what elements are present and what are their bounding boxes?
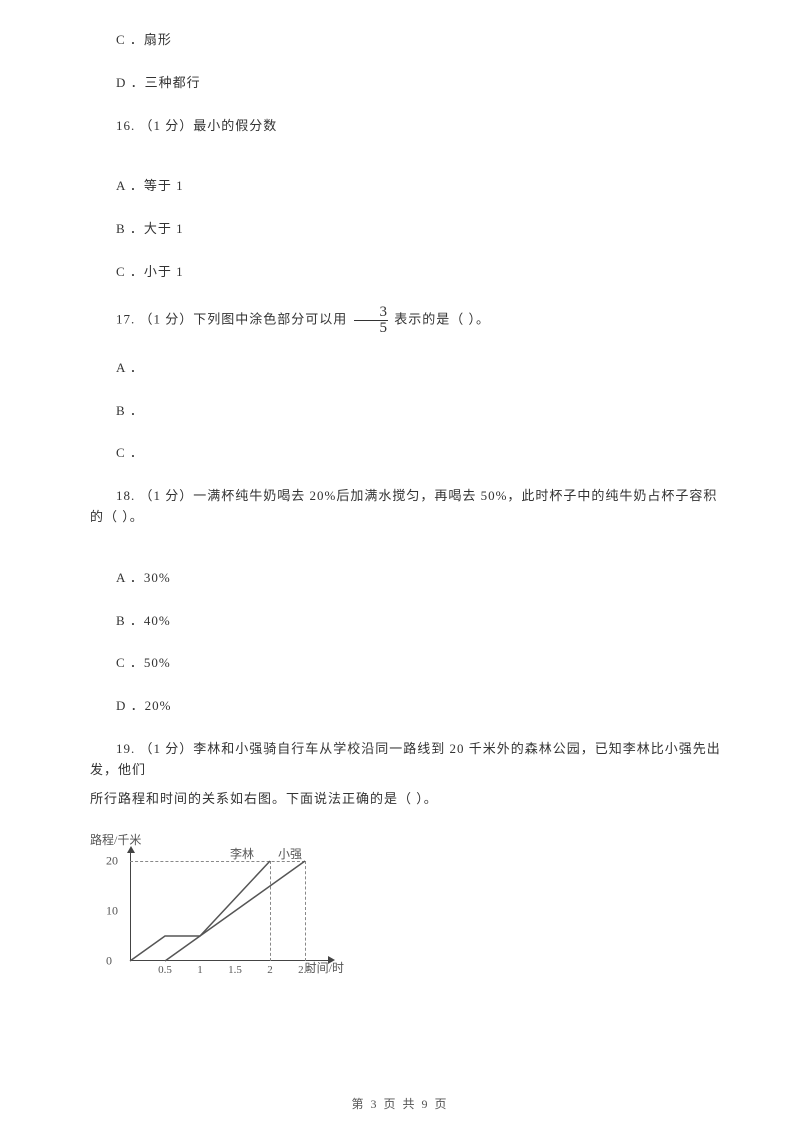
q18-option-a: A ．30% <box>90 568 730 589</box>
xtick-1: 1 <box>197 962 203 980</box>
q17-option-a: A ． <box>90 358 730 379</box>
xtick-2-5: 2.5 <box>298 962 312 980</box>
chart-axes: 0 10 20 0.5 1 1.5 2 2.5 李林 小强 <box>130 851 330 961</box>
page-footer: 第 3 页 共 9 页 <box>0 1095 800 1114</box>
q19-stem-line1: 19. （1 分）李林和小强骑自行车从学校沿同一路线到 20 千米外的森林公园，… <box>90 739 730 781</box>
q16-option-c: C ．小于 1 <box>90 262 730 283</box>
q15-option-c: C ．扇形 <box>90 30 730 51</box>
q17-option-b: B ． <box>90 401 730 422</box>
series-li-lin <box>130 861 270 961</box>
q17-option-c: C ． <box>90 443 730 464</box>
xtick-1-5: 1.5 <box>228 962 242 980</box>
q16-option-a: A ．等于 1 <box>90 176 730 197</box>
fraction-3-5: 3 5 <box>354 305 389 336</box>
series-xiao-qiang <box>165 861 305 961</box>
ytick-0: 0 <box>106 952 112 971</box>
q19-stem-line2: 所行路程和时间的关系如右图。下面说法正确的是（ ）。 <box>90 789 730 810</box>
distance-time-chart: 路程/千米 时间/时 0 10 20 0.5 1 1.5 2 2.5 李林 小强 <box>90 831 730 986</box>
q17-stem-after: 表示的是（ ）。 <box>394 311 490 326</box>
q17-stem-before: 17. （1 分）下列图中涂色部分可以用 <box>116 311 352 326</box>
q18-option-c: C ．50% <box>90 653 730 674</box>
page-content: C ．扇形 D ．三种都行 16. （1 分）最小的假分数 A ．等于 1 B … <box>0 0 800 986</box>
q15-option-d: D ．三种都行 <box>90 73 730 94</box>
xtick-2: 2 <box>267 962 273 980</box>
q18-stem: 18. （1 分）一满杯纯牛奶喝去 20%后加满水搅匀，再喝去 50%，此时杯子… <box>90 486 730 528</box>
chart-plot-svg <box>130 851 330 961</box>
fraction-den: 5 <box>354 320 389 336</box>
ytick-10: 10 <box>106 902 118 921</box>
q18-option-d: D ．20% <box>90 696 730 717</box>
ytick-20: 20 <box>106 852 118 871</box>
q18-option-b: B ．40% <box>90 611 730 632</box>
q17-stem: 17. （1 分）下列图中涂色部分可以用 3 5 表示的是（ ）。 <box>90 305 730 336</box>
q16-stem: 16. （1 分）最小的假分数 <box>90 116 730 137</box>
xtick-0-5: 0.5 <box>158 962 172 980</box>
fraction-num: 3 <box>354 305 389 320</box>
q16-option-b: B ．大于 1 <box>90 219 730 240</box>
